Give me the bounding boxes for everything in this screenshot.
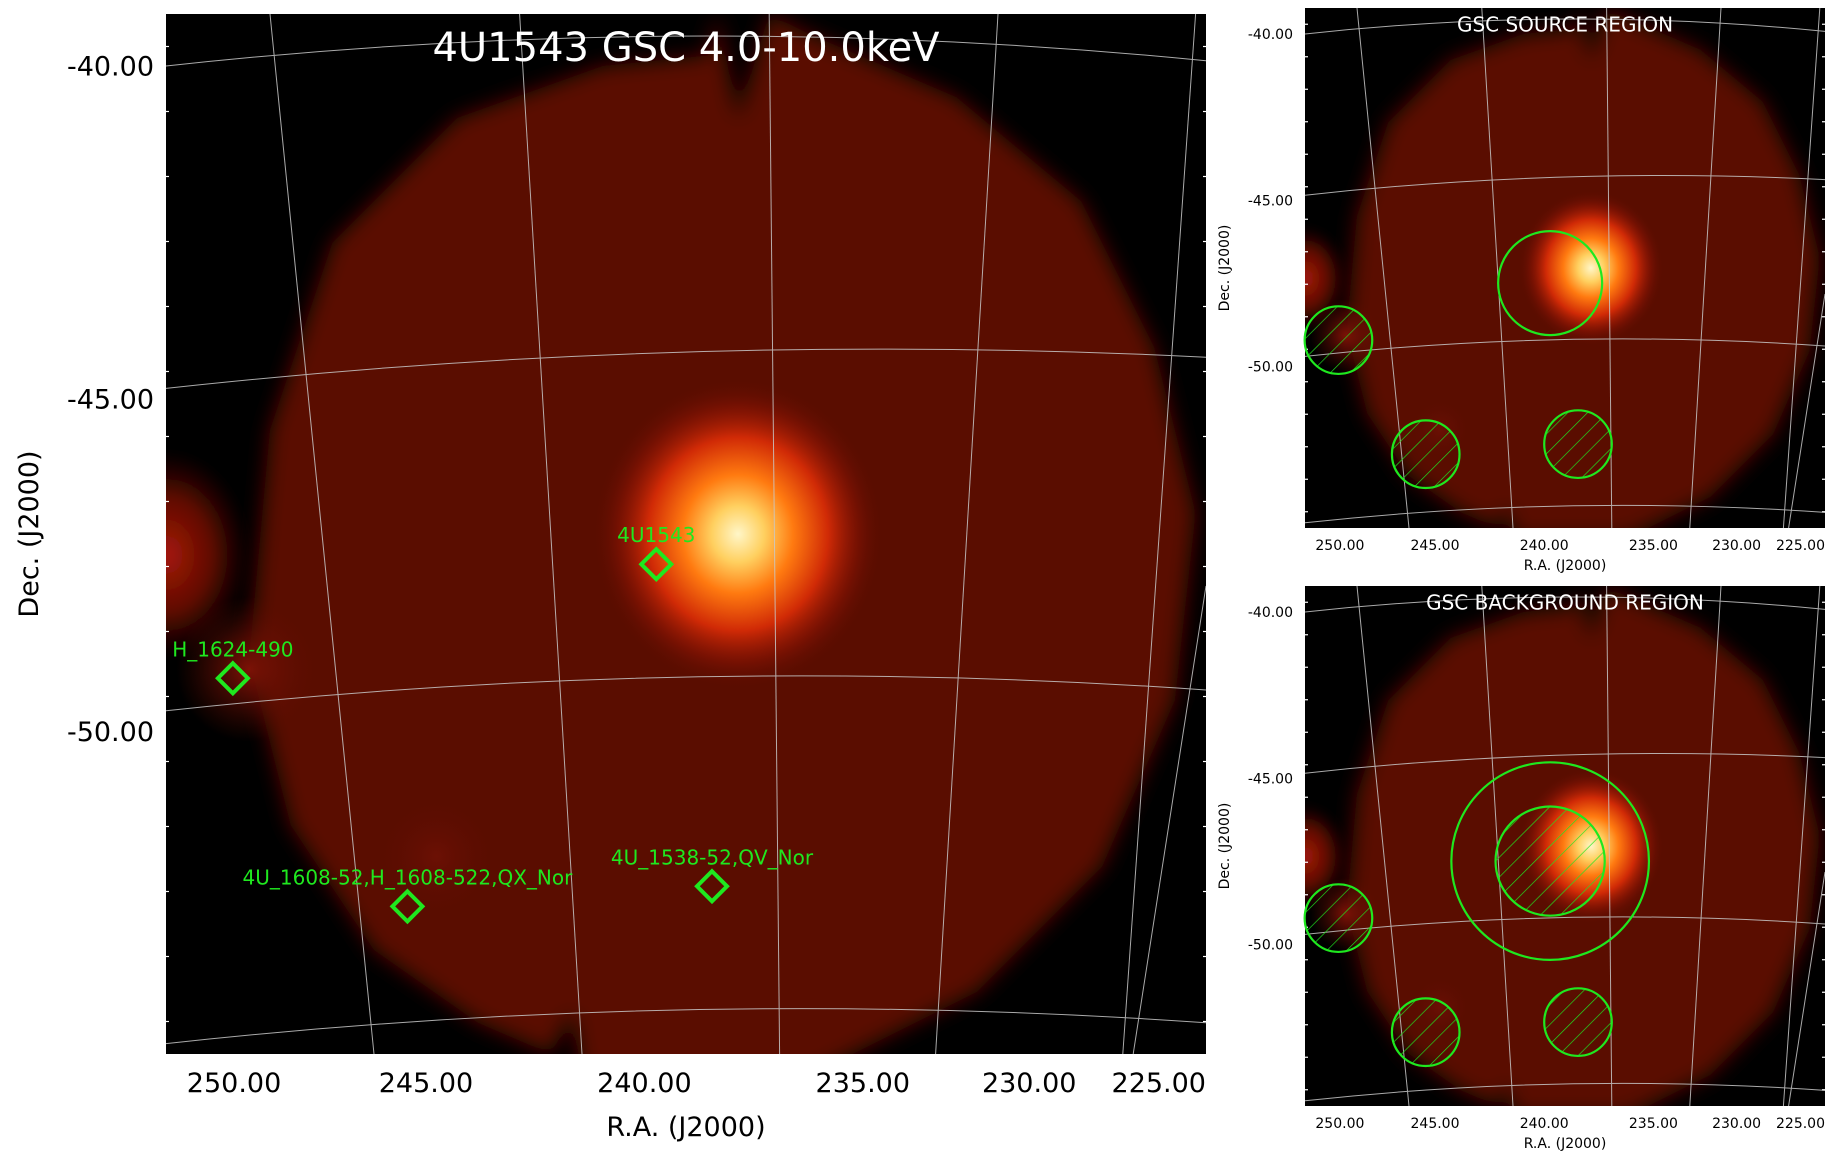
- excluded-region: [1390, 419, 1461, 490]
- source-label: 4U_1608-52,H_1608-522,QX_Nor: [243, 865, 574, 889]
- y-axis-label: Dec. (J2000): [1217, 803, 1233, 890]
- ra-grid-line: [269, 14, 375, 1054]
- panel-title: 4U1543 GSC 4.0-10.0keV: [432, 25, 940, 71]
- dec-grid-line: [1305, 338, 1825, 357]
- ra-grid-line: [768, 14, 781, 1054]
- x-tick-label: 250.00: [1315, 1116, 1364, 1132]
- y-tick-label: -45.00: [1248, 193, 1293, 209]
- y-tick-label: -45.00: [67, 384, 154, 415]
- panel-title: GSC BACKGROUND REGION: [1426, 590, 1704, 614]
- excluded-region: [1494, 805, 1606, 917]
- y-tick-label: -50.00: [1248, 360, 1293, 376]
- region-circle: [1450, 761, 1651, 961]
- ra-grid-line: [1782, 586, 1821, 1106]
- x-tick-label: 230.00: [1712, 538, 1761, 554]
- dec-grid-line: [1305, 504, 1825, 524]
- x-tick-label: 245.00: [379, 1068, 473, 1099]
- dec-grid-line: [166, 1008, 1206, 1045]
- ra-grid-line: [1788, 871, 1825, 1106]
- sky-image: [166, 14, 1206, 1054]
- x-tick-label: 225.00: [1776, 1116, 1825, 1132]
- excluded-region: [1543, 409, 1613, 480]
- x-tick-label: 235.00: [1629, 1116, 1678, 1132]
- source-marker: [638, 546, 675, 583]
- ra-grid-line: [1689, 586, 1722, 1106]
- ra-grid-line: [935, 14, 999, 1054]
- source-label: 4U1543: [617, 523, 695, 547]
- ra-grid-line: [1122, 14, 1197, 1054]
- dec-grid-line: [1305, 18, 1825, 35]
- region-circle: [1497, 229, 1604, 337]
- y-tick-label: -40.00: [67, 51, 154, 82]
- background-region-panel: GSC BACKGROUND REGION 250.00 245.00 240.00 2…: [1217, 586, 1825, 1152]
- coordinate-grid: [1305, 8, 1825, 528]
- source-marker: [215, 660, 251, 697]
- y-tick-label: -40.00: [1248, 605, 1293, 621]
- x-axis-label: R.A. (J2000): [606, 1112, 765, 1143]
- source-label: H_1624-490: [172, 637, 293, 661]
- ra-grid-line: [1689, 8, 1722, 528]
- x-tick-label: 245.00: [1411, 538, 1460, 554]
- x-tick-label: 230.00: [982, 1068, 1076, 1099]
- main-panel: 4U1543 GSC 4.0-10.0keV 250.00 245.00 240.00…: [14, 14, 1206, 1143]
- dec-grid-line: [1305, 1082, 1825, 1102]
- source-label: 4U_1538-52,QV_Nor: [611, 845, 814, 869]
- dec-grid-line: [166, 348, 1206, 389]
- excluded-region: [1390, 997, 1461, 1068]
- coordinate-grid: [166, 14, 1206, 1054]
- dec-grid-line: [1305, 916, 1825, 935]
- x-tick-label: 250.00: [1315, 538, 1364, 554]
- x-tick-label: 235.00: [1629, 538, 1678, 554]
- ra-grid-line: [1788, 293, 1825, 528]
- dec-grid-line: [1305, 753, 1825, 774]
- source-region-panel: GSC SOURCE REGION 250.00 245.00 240.00 235.0…: [1217, 8, 1825, 574]
- excluded-region: [1543, 987, 1613, 1058]
- ra-grid-line: [1481, 8, 1514, 528]
- excluded-region: [1303, 305, 1374, 376]
- dec-grid-line: [1305, 175, 1825, 196]
- source-marker: [694, 868, 730, 905]
- coordinate-grid: [1305, 586, 1825, 1106]
- dec-grid-line: [1305, 596, 1825, 613]
- ra-grid-line: [1132, 585, 1206, 1054]
- excluded-region: [1303, 883, 1374, 954]
- ra-grid-line: [1782, 8, 1821, 528]
- x-tick-label: 240.00: [1520, 1116, 1569, 1132]
- dec-grid-line: [166, 675, 1206, 712]
- x-tick-label: 245.00: [1411, 1116, 1460, 1132]
- x-tick-label: 230.00: [1712, 1116, 1761, 1132]
- y-axis-label: Dec. (J2000): [14, 450, 45, 617]
- x-tick-label: 250.00: [187, 1068, 281, 1099]
- x-tick-label: 225.00: [1776, 538, 1825, 554]
- x-axis-label: R.A. (J2000): [1524, 558, 1607, 574]
- x-tick-label: 240.00: [597, 1068, 691, 1099]
- ra-grid-line: [519, 14, 583, 1054]
- x-axis-label: R.A. (J2000): [1524, 1136, 1607, 1152]
- x-tick-label: 225.00: [1112, 1068, 1206, 1099]
- y-tick-label: -50.00: [1248, 938, 1293, 954]
- y-tick-label: -40.00: [1248, 27, 1293, 43]
- tick-marks: [1305, 601, 1825, 1091]
- dec-grid-line: [166, 35, 1206, 67]
- tick-marks: [166, 45, 1206, 1023]
- x-tick-label: 240.00: [1520, 538, 1569, 554]
- y-axis-label: Dec. (J2000): [1217, 225, 1233, 312]
- y-tick-label: -45.00: [1248, 771, 1293, 787]
- y-tick-label: -50.00: [67, 717, 154, 748]
- tick-marks: [1305, 23, 1825, 513]
- panel-title: GSC SOURCE REGION: [1457, 12, 1673, 36]
- source-marker: [389, 888, 426, 925]
- x-tick-label: 235.00: [816, 1068, 910, 1099]
